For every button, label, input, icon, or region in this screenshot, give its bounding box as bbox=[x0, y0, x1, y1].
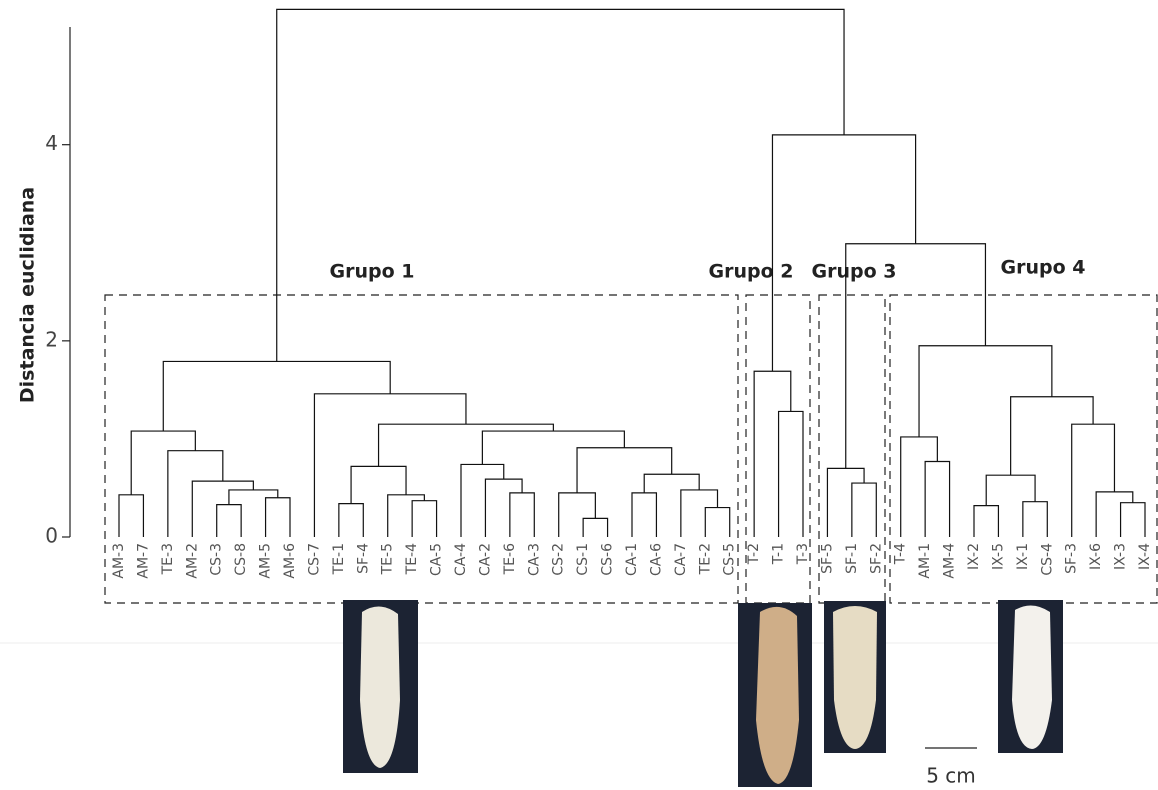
leaf-label: SF-3 bbox=[1064, 543, 1080, 574]
dendrogram-link bbox=[461, 464, 504, 537]
dendrogram-link bbox=[772, 135, 915, 371]
leaf-label: AM-3 bbox=[111, 543, 127, 579]
dendrogram-link bbox=[131, 431, 195, 495]
dendrogram-link bbox=[754, 371, 791, 537]
group-label: Grupo 1 bbox=[330, 261, 415, 283]
dendrogram-link bbox=[827, 468, 864, 537]
leaf-label: CS-5 bbox=[722, 543, 738, 576]
dendrogram-link bbox=[919, 346, 1052, 437]
leaf-label: T-3 bbox=[795, 543, 811, 565]
leaf-label: CS-2 bbox=[551, 543, 567, 576]
dendrogram-link bbox=[901, 437, 938, 537]
scale-bar-label: 5 cm bbox=[926, 764, 976, 788]
leaf-label: AM-6 bbox=[282, 543, 298, 579]
leaf-label: SF-5 bbox=[819, 543, 835, 574]
leaf-label: TE-3 bbox=[160, 543, 176, 575]
dendrogram-link bbox=[163, 361, 390, 431]
dendrogram-link bbox=[1023, 502, 1047, 537]
dendrogram-link bbox=[852, 483, 876, 537]
dendrogram-link bbox=[1072, 424, 1115, 537]
leaf-label: IX-4 bbox=[1137, 543, 1153, 570]
group-label: Grupo 4 bbox=[1001, 257, 1086, 279]
dendrogram-link bbox=[266, 498, 290, 537]
dendrogram-link bbox=[1121, 503, 1145, 537]
dendrogram-link bbox=[583, 518, 607, 537]
leaf-label: TE-2 bbox=[697, 543, 713, 575]
dendrogram-link bbox=[986, 475, 1035, 505]
leaf-label: TE-1 bbox=[331, 543, 347, 575]
leaf-label: SF-4 bbox=[355, 543, 371, 574]
dendrogram-link bbox=[779, 411, 803, 537]
leaf-label: CS-1 bbox=[575, 543, 591, 576]
leaf-label: CS-7 bbox=[306, 543, 322, 576]
leaf-label: AM-4 bbox=[942, 543, 958, 579]
leaf-label: IX-3 bbox=[1113, 543, 1129, 570]
group-label: Grupo 2 bbox=[709, 261, 794, 283]
dendrogram-link bbox=[974, 506, 998, 537]
leaf-label: TE-6 bbox=[502, 543, 518, 575]
leaf-label: AM-1 bbox=[917, 543, 933, 579]
leaf-label: SF-1 bbox=[844, 543, 860, 574]
y-tick-label: 4 bbox=[45, 131, 58, 155]
leaf-label: CS-6 bbox=[600, 543, 616, 576]
corn-photo bbox=[998, 600, 1063, 753]
y-axis-label: Distancia euclidiana bbox=[17, 187, 39, 403]
leaf-label: CS-8 bbox=[233, 543, 249, 576]
leaf-label: CA-5 bbox=[429, 543, 445, 576]
leaf-label: IX-2 bbox=[966, 543, 982, 570]
y-tick-label: 2 bbox=[45, 327, 58, 351]
dendrogram-link bbox=[632, 493, 656, 537]
corn-photo bbox=[824, 601, 886, 753]
dendrogram-link bbox=[119, 495, 143, 537]
dendrogram-link bbox=[925, 461, 949, 537]
leaf-label: IX-5 bbox=[990, 543, 1006, 570]
leaf-label: CA-3 bbox=[526, 543, 542, 576]
dendrogram-link bbox=[510, 493, 534, 537]
dendrogram-link bbox=[485, 479, 522, 537]
figure: Distancia euclidiana Grupo 1 Grupo 2 Gru… bbox=[0, 0, 1158, 790]
leaf-label: T-2 bbox=[746, 543, 762, 565]
leaf-label: CS-4 bbox=[1039, 543, 1055, 576]
corn-photo bbox=[738, 603, 812, 787]
dendrogram-link bbox=[559, 493, 596, 537]
leaf-label: CA-6 bbox=[648, 543, 664, 576]
dendrogram-link bbox=[277, 9, 844, 361]
dendrogram-link bbox=[168, 451, 223, 537]
leaf-label: CA-7 bbox=[673, 543, 689, 576]
leaf-label: IX-6 bbox=[1088, 543, 1104, 570]
leaf-label: TE-5 bbox=[380, 543, 396, 575]
leaf-label: CA-4 bbox=[453, 543, 469, 576]
dendrogram-link bbox=[577, 448, 672, 493]
leaf-label: AM-7 bbox=[135, 543, 151, 579]
dendrogram-link bbox=[351, 466, 406, 503]
leaf-label: SF-2 bbox=[868, 543, 884, 574]
dendrogram-link bbox=[217, 505, 241, 537]
group-label: Grupo 3 bbox=[812, 261, 897, 283]
leaf-label: CA-1 bbox=[624, 543, 640, 576]
dendrogram-link bbox=[314, 394, 466, 537]
dendrogram-link bbox=[412, 501, 436, 537]
leaf-label: IX-1 bbox=[1015, 543, 1031, 570]
dendrogram-link bbox=[339, 504, 363, 537]
leaf-label: TE-4 bbox=[404, 543, 420, 575]
dendrogram-link bbox=[681, 490, 718, 537]
leaf-label: T-4 bbox=[893, 543, 909, 565]
dendrogram-link bbox=[1011, 397, 1093, 475]
dendrogram-link bbox=[705, 508, 729, 537]
leaf-label: CS-3 bbox=[209, 543, 225, 576]
y-tick-label: 0 bbox=[45, 524, 58, 548]
corn-photo bbox=[343, 600, 418, 773]
leaf-label: AM-5 bbox=[258, 543, 274, 579]
dendrogram-link bbox=[1096, 492, 1133, 537]
leaf-label: T-1 bbox=[771, 543, 787, 565]
leaf-label: CA-2 bbox=[477, 543, 493, 576]
leaf-label: AM-2 bbox=[184, 543, 200, 579]
